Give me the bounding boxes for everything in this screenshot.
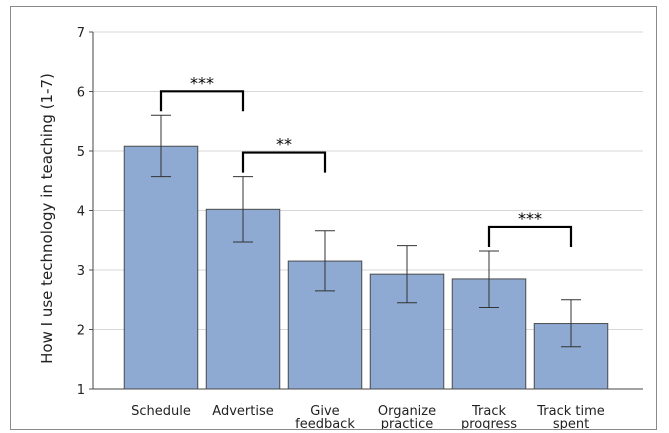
x-tick-label: Track [471,404,506,419]
significance-bracket [487,225,573,247]
y-tick-label: 6 [77,86,85,101]
x-tick-label: spent [553,417,589,430]
x-tick-label: Organize [378,404,436,419]
x-tick-label: progress [461,417,517,430]
significance-bracket [159,90,245,112]
y-tick-label: 3 [77,264,85,279]
x-tick-label: Track time [536,404,605,419]
significance-label: *** [518,209,542,228]
significance-label: *** [190,73,214,92]
y-tick-label: 2 [77,324,85,339]
y-tick-label: 1 [77,383,85,398]
y-axis-label: How I use technology in teaching (1-7) [38,73,56,364]
chart-frame: 1 2 3 4 5 6 7 How I use technology in teaching … [10,6,657,430]
y-tick-label: 4 [77,205,85,220]
significance-bracket [241,151,327,173]
x-tick-label: practice [381,417,434,430]
x-tick-label: Advertise [212,404,273,419]
bar-chart: 1 2 3 4 5 6 7 How I use technology in teaching … [38,26,643,430]
significance-label: ** [276,135,292,154]
x-tick-label: Schedule [131,404,191,419]
x-tick-label: Give [310,404,339,419]
bar [123,145,199,390]
y-tick-label: 5 [77,145,85,160]
x-tick-label: feedback [295,417,355,430]
y-tick-label: 7 [77,26,85,41]
